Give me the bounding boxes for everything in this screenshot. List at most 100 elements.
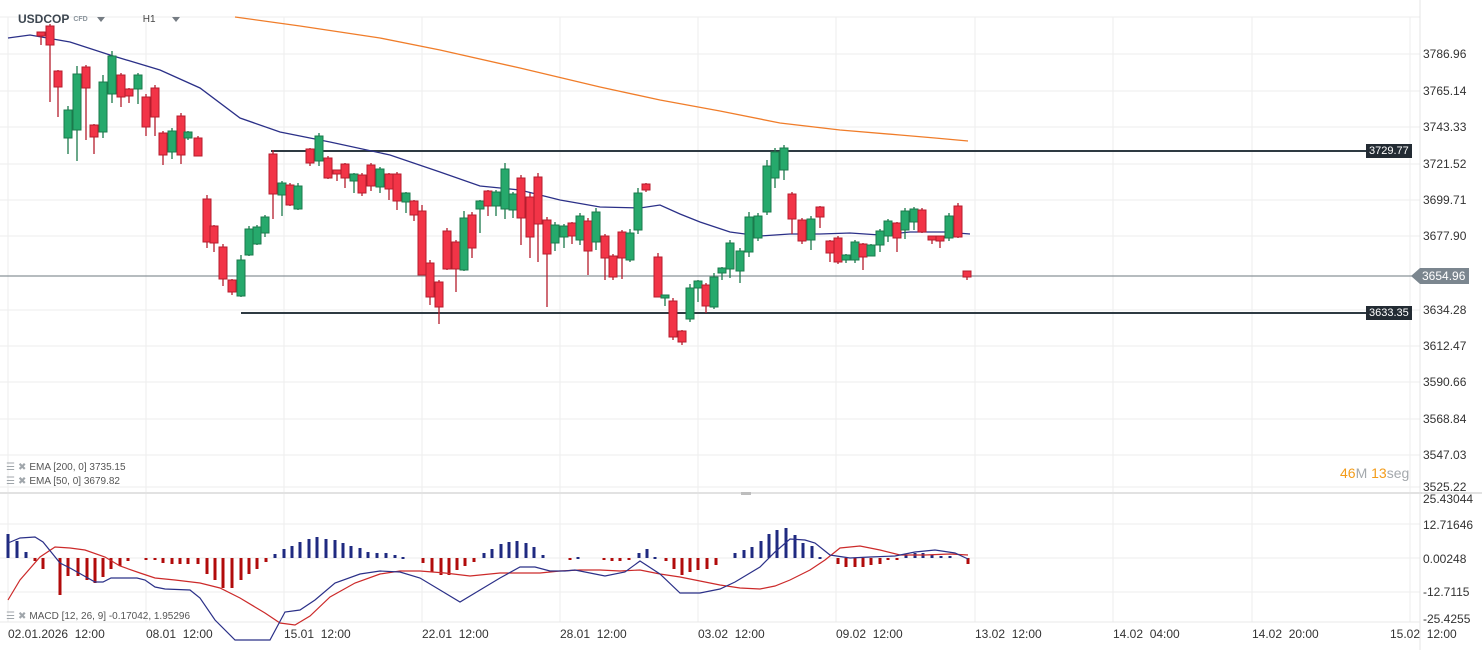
candle-down: [962, 270, 972, 278]
ema50-line: [7, 34, 971, 237]
macd-histogram-bar: [886, 558, 890, 560]
legend-macd: ☰ ✖ MACD [12, 26, 9] -0.17042, 1.95296: [6, 611, 190, 622]
candle-down: [332, 169, 342, 175]
macd-histogram-bar: [895, 558, 899, 560]
macd-histogram-bar: [966, 558, 970, 564]
candle-up: [591, 211, 601, 243]
macd-histogram-bar: [939, 556, 943, 558]
support-level-tag[interactable]: 3633.35: [1366, 306, 1412, 320]
macd-histogram-bar: [818, 557, 822, 559]
candle-down: [150, 87, 160, 118]
macd-histogram-bar: [186, 558, 190, 564]
macd-histogram-bar: [421, 558, 425, 563]
macd-histogram-bar: [793, 535, 797, 558]
candle-up: [693, 280, 703, 289]
macd-histogram-bar: [230, 558, 234, 588]
macd-histogram-bar: [482, 553, 486, 558]
settings-lines-icon[interactable]: ☰: [6, 476, 15, 487]
candle-up: [491, 191, 501, 207]
candle-up: [725, 242, 735, 270]
macd-histogram-bar: [904, 555, 908, 558]
time-axis-label: 14.02 04:00: [1113, 627, 1180, 641]
candle-down: [542, 219, 552, 255]
candle-down: [36, 31, 46, 37]
candle-down: [583, 220, 593, 252]
price-axis-label: 3721.52: [1423, 157, 1467, 171]
candle-up: [841, 254, 851, 261]
candle-down: [797, 219, 807, 242]
current-price-tag: 3654.96: [1410, 268, 1470, 284]
candle-up: [806, 218, 816, 241]
macd-histogram-bar: [507, 542, 511, 558]
macd-histogram-bar: [447, 558, 451, 575]
candle-down: [305, 148, 315, 164]
price-axis-label: 3786.96: [1423, 47, 1467, 61]
macd-histogram-bar: [290, 546, 294, 558]
macd-histogram-bar: [861, 558, 865, 567]
candle-down: [193, 137, 203, 157]
candle-down: [384, 173, 394, 190]
candle-down: [701, 284, 711, 307]
macd-histogram-bar: [341, 543, 345, 558]
macd-histogram-bar: [618, 558, 622, 561]
candle-up: [167, 130, 177, 153]
settings-lines-icon[interactable]: ☰: [6, 611, 15, 622]
macd-histogram-bar: [282, 549, 286, 558]
macd-histogram-bar: [358, 548, 362, 558]
macd-histogram-bar: [672, 558, 676, 569]
remove-x-icon[interactable]: ✖: [17, 611, 27, 622]
macd-histogram-bar: [101, 558, 105, 577]
macd-histogram-bar: [393, 555, 397, 558]
remove-x-icon[interactable]: ✖: [17, 476, 27, 487]
candle-down: [641, 183, 651, 191]
symbol-dropdown-caret-icon[interactable]: [96, 16, 105, 22]
candle-up: [944, 215, 954, 239]
candle-up: [717, 267, 727, 274]
candle-up: [559, 225, 569, 238]
macd-histogram-bar: [750, 547, 754, 558]
candle-down: [927, 235, 937, 241]
macd-histogram-bar: [6, 534, 10, 558]
macd-histogram-bar: [144, 558, 148, 560]
candle-down: [516, 177, 526, 219]
candle-up: [107, 55, 117, 95]
macd-histogram-bar: [680, 558, 684, 575]
candle-down: [285, 184, 295, 206]
macd-histogram-bar: [76, 558, 80, 576]
candle-up: [293, 185, 303, 210]
macd-histogram-bar: [524, 543, 528, 558]
macd-axis-label: 25.43044: [1423, 492, 1474, 506]
candle-down: [81, 66, 91, 89]
timeframe-dropdown-caret-icon[interactable]: [171, 16, 180, 22]
macd-histogram-bar: [170, 558, 174, 564]
candle-down: [467, 214, 477, 249]
macd-histogram-bar: [499, 544, 503, 558]
macd-histogram-bar: [759, 541, 763, 558]
price-axis-label: 3765.14: [1423, 84, 1467, 98]
macd-histogram-bar: [576, 557, 580, 559]
candle-down: [858, 243, 868, 258]
candle-down: [45, 25, 55, 46]
time-axis-label: 13.02 12:00: [975, 627, 1042, 641]
resistance-level-tag[interactable]: 3729.77: [1366, 144, 1412, 158]
timeframe-selector[interactable]: H1: [142, 13, 156, 25]
candle-up: [900, 210, 910, 231]
candle-down: [53, 70, 63, 88]
candle-up: [98, 81, 108, 133]
symbol-header: USDCOP CFD H1: [18, 10, 180, 28]
symbol-name[interactable]: USDCOP: [18, 12, 70, 26]
settings-lines-icon[interactable]: ☰: [6, 462, 15, 473]
candle-up: [63, 109, 73, 139]
macd-histogram-bar: [239, 558, 243, 580]
macd-histogram-bar: [463, 558, 467, 566]
time-axis-label: 09.02 12:00: [836, 627, 903, 641]
candle-up: [260, 216, 270, 234]
remove-x-icon[interactable]: ✖: [17, 462, 27, 473]
candle-down: [417, 210, 427, 276]
macd-axis-label: 0.00248: [1423, 552, 1467, 566]
macd-histogram-bar: [610, 558, 614, 561]
macd-histogram-bar: [490, 549, 494, 558]
candle-down: [935, 235, 945, 242]
macd-histogram-bar: [439, 558, 443, 575]
